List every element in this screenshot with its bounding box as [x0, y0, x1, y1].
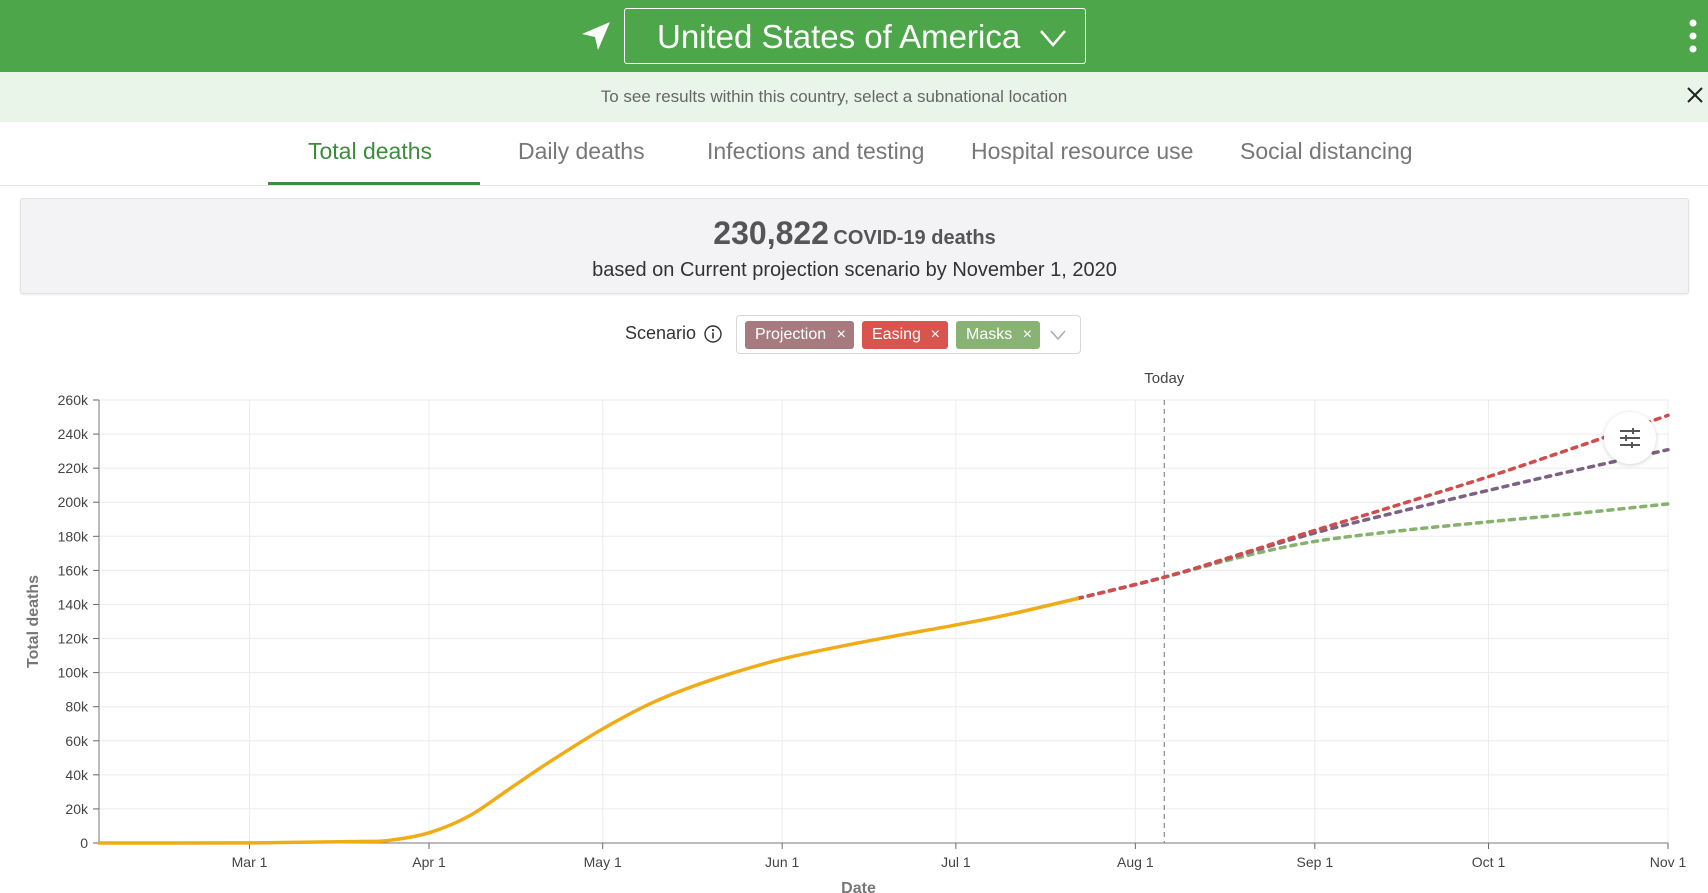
series-line-masks — [1075, 502, 1670, 601]
today-label: Today — [1144, 370, 1185, 387]
scenario-multiselect[interactable]: Projection × Easing × Masks × — [736, 315, 1081, 354]
scenario-tag-label: Masks — [966, 326, 1013, 343]
scenario-tag-projection: Projection × — [745, 321, 854, 349]
x-tick-label: Aug 1 — [1117, 854, 1154, 870]
y-tick-label: 240k — [58, 426, 89, 442]
y-tick-label: 60k — [65, 733, 89, 749]
scenario-tag-label: Easing — [872, 326, 921, 343]
chevron-down-icon — [1040, 30, 1066, 47]
total-deaths-chart: 0 20k 40k 60k 80k 100k 120k 140k 160k 180k 200k 220… — [25, 370, 1687, 893]
notice-text: To see results within this country, sele… — [600, 87, 1068, 106]
death-count: 230,822 — [713, 215, 829, 251]
y-tick-label: 180k — [58, 528, 89, 544]
active-tab-indicator — [268, 182, 480, 185]
subnational-notice: To see results within this country, sele… — [0, 72, 1708, 122]
tab-bar: Total deaths Daily deaths Infections and… — [0, 122, 1708, 186]
tab-hospital-resource-use[interactable]: Hospital resource use — [971, 138, 1194, 164]
remove-tag-icon[interactable]: × — [836, 326, 846, 343]
x-tick-label: Nov 1 — [1650, 854, 1687, 870]
y-tick-label: 120k — [58, 631, 89, 647]
chart-settings-button[interactable] — [1604, 412, 1656, 464]
y-tick-label: 80k — [65, 699, 89, 715]
x-tick-label: Apr 1 — [412, 854, 446, 870]
sliders-icon — [1620, 428, 1640, 448]
death-count-label: COVID-19 deaths — [833, 227, 996, 249]
tab-total-deaths[interactable]: Total deaths — [308, 138, 433, 164]
y-tick-label: 220k — [58, 460, 89, 476]
y-tick-label: 40k — [65, 767, 89, 783]
more-menu-icon[interactable] — [1688, 18, 1698, 54]
location-select[interactable]: United States of America — [624, 8, 1086, 64]
scenario-label: Scenario — [625, 323, 697, 343]
plot-area — [98, 399, 1669, 844]
tab-daily-deaths[interactable]: Daily deaths — [518, 138, 645, 164]
y-tick-label: 20k — [65, 801, 89, 817]
y-axis-title: Total deaths — [25, 575, 42, 668]
y-tick-label: 260k — [58, 392, 89, 408]
x-tick-label: Jul 1 — [941, 854, 971, 870]
summary-headline: 230,822 COVID-19 deaths — [21, 215, 1688, 252]
info-icon[interactable] — [703, 324, 723, 344]
location-select-value: United States of America — [657, 18, 1021, 55]
y-tick-label: 0 — [80, 835, 88, 851]
location-arrow-icon[interactable] — [580, 20, 612, 52]
summary-box: 230,822 COVID-19 deaths based on Current… — [20, 198, 1689, 294]
top-bar: United States of America — [0, 0, 1708, 72]
remove-tag-icon[interactable]: × — [930, 326, 940, 343]
y-tick-label: 140k — [58, 596, 89, 612]
y-tick-label: 100k — [58, 665, 89, 681]
close-icon[interactable] — [1684, 84, 1706, 106]
tab-infections-and-testing[interactable]: Infections and testing — [707, 138, 925, 164]
y-tick-label: 160k — [58, 562, 89, 578]
x-tick-label: May 1 — [584, 854, 622, 870]
scenario-tag-label: Projection — [755, 326, 827, 343]
chevron-down-icon[interactable] — [1050, 329, 1066, 341]
remove-tag-icon[interactable]: × — [1022, 326, 1032, 343]
y-tick-label: 200k — [58, 494, 89, 510]
series-line-easing — [1075, 413, 1670, 601]
tab-social-distancing[interactable]: Social distancing — [1240, 138, 1413, 164]
x-axis-title: Date — [841, 880, 876, 893]
x-tick-label: Jun 1 — [765, 854, 799, 870]
summary-subtitle: based on Current projection scenario by … — [592, 259, 1117, 281]
x-tick-label: Sep 1 — [1297, 854, 1334, 870]
scenario-tag-easing: Easing × — [862, 321, 948, 349]
x-tick-label: Mar 1 — [232, 854, 268, 870]
scenario-tag-masks: Masks × — [956, 321, 1040, 349]
x-tick-label: Oct 1 — [1472, 854, 1506, 870]
series-line-observed — [97, 596, 1080, 845]
